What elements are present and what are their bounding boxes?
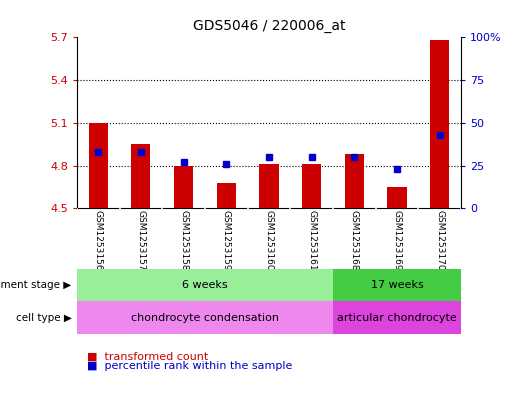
Bar: [217, 183, 236, 208]
Text: GDS5046 / 220006_at: GDS5046 / 220006_at: [193, 19, 345, 33]
Bar: [131, 144, 151, 208]
Text: ■  percentile rank within the sample: ■ percentile rank within the sample: [87, 361, 293, 371]
Bar: [77, 301, 333, 334]
Text: GSM1253168: GSM1253168: [350, 210, 359, 271]
Bar: [333, 269, 461, 301]
Text: GSM1253160: GSM1253160: [264, 210, 273, 271]
Text: chondrocyte condensation: chondrocyte condensation: [131, 312, 279, 323]
Text: GSM1253157: GSM1253157: [136, 210, 145, 271]
Bar: [302, 164, 321, 208]
Bar: [174, 165, 193, 208]
Text: GSM1253161: GSM1253161: [307, 210, 316, 271]
Text: GSM1253159: GSM1253159: [222, 210, 231, 271]
Text: GSM1253156: GSM1253156: [94, 210, 103, 271]
Text: 6 weeks: 6 weeks: [182, 280, 228, 290]
Text: GSM1253169: GSM1253169: [393, 210, 402, 271]
Text: articular chondrocyte: articular chondrocyte: [337, 312, 457, 323]
Bar: [77, 269, 333, 301]
Bar: [333, 301, 461, 334]
Text: ■  transformed count: ■ transformed count: [87, 351, 209, 362]
Bar: [259, 164, 279, 208]
Bar: [344, 154, 364, 208]
Text: cell type ▶: cell type ▶: [16, 312, 72, 323]
Bar: [89, 123, 108, 208]
Text: development stage ▶: development stage ▶: [0, 280, 72, 290]
Text: GSM1253158: GSM1253158: [179, 210, 188, 271]
Text: GSM1253170: GSM1253170: [435, 210, 444, 271]
Bar: [430, 40, 449, 208]
Text: 17 weeks: 17 weeks: [370, 280, 423, 290]
Bar: [387, 187, 407, 208]
